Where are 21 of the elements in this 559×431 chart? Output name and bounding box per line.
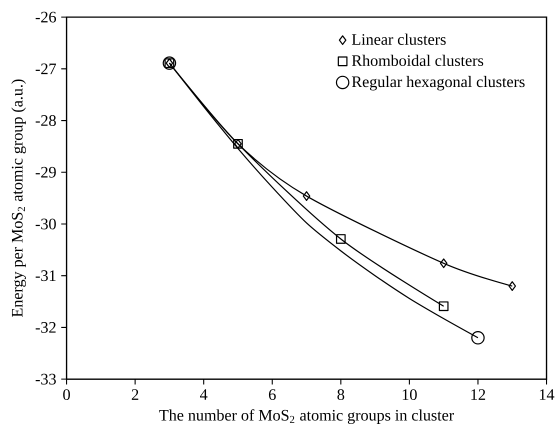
x-tick-label: 8 bbox=[337, 389, 344, 400]
y-tick-label: -31 bbox=[36, 270, 56, 282]
legend-label: Regular hexagonal clusters bbox=[352, 76, 525, 91]
y-tick-label: -26 bbox=[36, 12, 56, 23]
legend-label: Rhomboidal clusters bbox=[352, 54, 484, 66]
x-tick-label: 14 bbox=[540, 389, 554, 400]
legend-label: Linear clusters bbox=[352, 34, 446, 46]
y-tick-label: -29 bbox=[36, 167, 56, 178]
y-axis-title: Energy per MoS$_{2}$ atomic group (a.u.) bbox=[11, 80, 26, 318]
y-tick-label: -28 bbox=[36, 115, 56, 126]
x-tick-label: 4 bbox=[200, 389, 208, 400]
y-tick-label: -30 bbox=[36, 218, 56, 230]
x-tick-label: 6 bbox=[268, 389, 276, 400]
x-tick-label: 2 bbox=[132, 389, 138, 400]
y-tick-label: -32 bbox=[36, 322, 56, 334]
y-tick-label: -27 bbox=[36, 64, 56, 74]
x-axis-title: The number of MoS$_{2}$ atomic groups in cluster bbox=[159, 409, 454, 424]
y-tick-label: -33 bbox=[36, 374, 56, 385]
x-tick-label: 10 bbox=[402, 389, 417, 400]
x-tick-label: 0 bbox=[63, 389, 70, 400]
x-tick-label: 12 bbox=[471, 389, 486, 400]
